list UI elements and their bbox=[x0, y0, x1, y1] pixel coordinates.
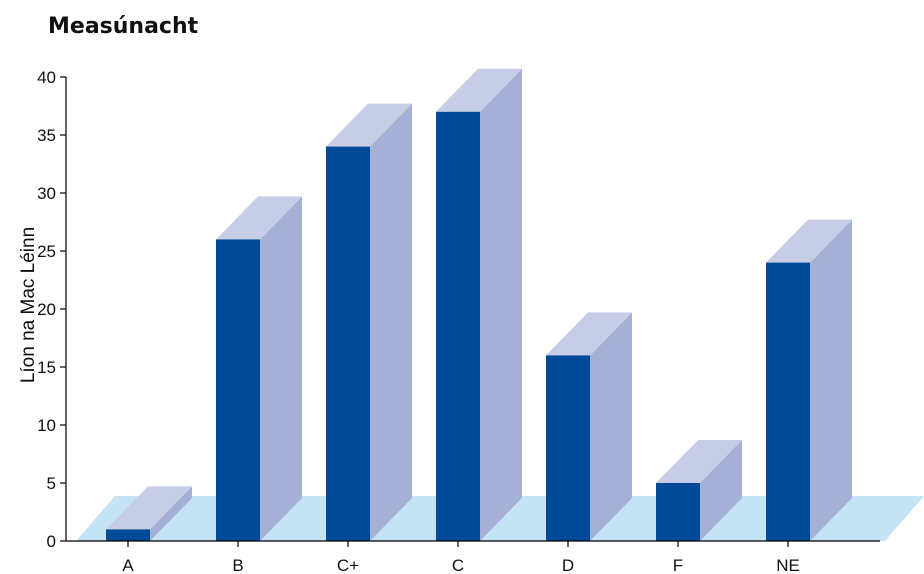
bar-front bbox=[436, 111, 480, 542]
chart-title: Measúnacht bbox=[48, 14, 199, 39]
y-tick-label: 5 bbox=[47, 474, 56, 493]
bar-top bbox=[326, 103, 412, 147]
bar-F bbox=[656, 440, 742, 541]
bar-front bbox=[326, 146, 370, 541]
bars-group bbox=[106, 68, 852, 542]
x-tick-label: C bbox=[452, 556, 464, 574]
y-tick-label: 10 bbox=[37, 416, 56, 435]
bar-front bbox=[656, 483, 700, 541]
bar-side bbox=[700, 440, 742, 541]
x-tick-label: B bbox=[232, 556, 243, 574]
bar-B bbox=[216, 196, 302, 541]
bar-top bbox=[766, 219, 852, 263]
y-tick-label: 25 bbox=[37, 242, 56, 261]
bar-side bbox=[480, 68, 522, 542]
bar-top bbox=[106, 486, 192, 530]
bar-A bbox=[106, 486, 192, 541]
bar-side bbox=[150, 486, 192, 541]
y-tick-label: 40 bbox=[37, 68, 56, 87]
x-tick-label: A bbox=[122, 556, 134, 574]
y-tick-label: 0 bbox=[47, 532, 56, 551]
bar-front bbox=[106, 529, 150, 541]
bar-side bbox=[260, 196, 302, 541]
bar-side bbox=[810, 219, 852, 541]
x-ticks-group: A B C+ C D F NE bbox=[122, 541, 800, 574]
bar-side bbox=[590, 312, 632, 541]
bar-front bbox=[216, 239, 260, 541]
bar-top bbox=[656, 440, 742, 483]
bar-C bbox=[436, 68, 522, 542]
y-tick-label: 30 bbox=[37, 184, 56, 203]
y-tick-label: 35 bbox=[37, 126, 56, 145]
bar-NE bbox=[766, 219, 852, 541]
bar-top bbox=[436, 68, 522, 112]
y-ticks-group: 0 5 10 15 20 25 30 35 40 bbox=[37, 68, 66, 551]
y-tick-label: 20 bbox=[37, 300, 56, 319]
bar-side bbox=[370, 103, 412, 541]
y-axis-title: Líon na Mac Léinn bbox=[18, 227, 39, 383]
bar-D bbox=[546, 312, 632, 541]
x-tick-label: NE bbox=[776, 556, 800, 574]
bar-C+ bbox=[326, 103, 412, 541]
y-tick-label: 15 bbox=[37, 358, 56, 377]
x-tick-label: F bbox=[673, 556, 683, 574]
bar-front bbox=[766, 262, 810, 541]
x-tick-label: D bbox=[562, 556, 574, 574]
bar-top bbox=[546, 312, 632, 356]
bar-top bbox=[216, 196, 302, 240]
bar-front bbox=[546, 355, 590, 541]
x-tick-label: C+ bbox=[337, 556, 359, 574]
